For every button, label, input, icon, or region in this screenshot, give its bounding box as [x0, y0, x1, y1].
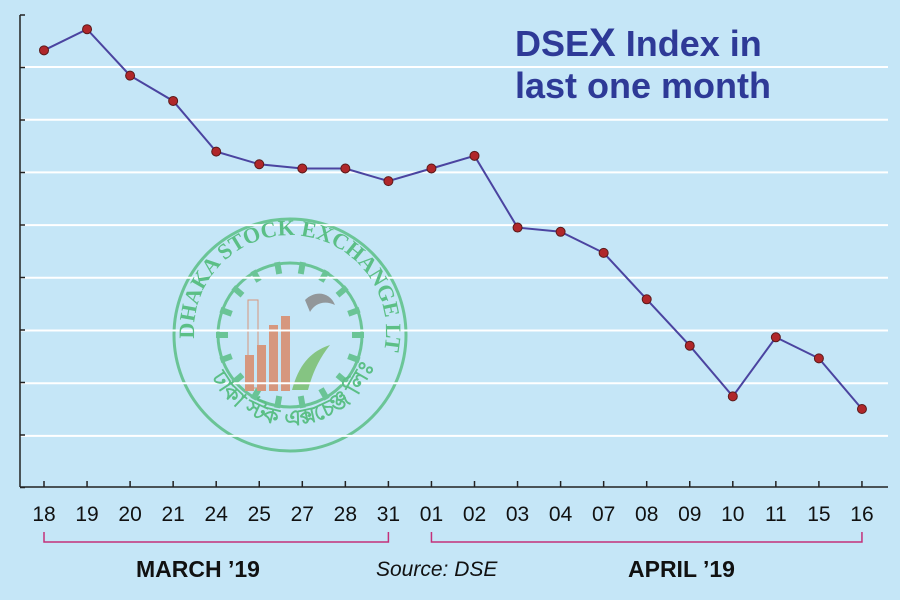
month-bracket — [430, 532, 863, 543]
x-tick-label: 07 — [592, 503, 615, 526]
data-point — [684, 340, 695, 351]
data-point — [469, 150, 480, 161]
data-point — [340, 163, 351, 174]
gear-tooth — [297, 395, 306, 409]
gear-tooth — [231, 372, 245, 385]
grid-lines — [20, 66, 888, 437]
gear-tooth — [231, 285, 245, 298]
x-tick-label: 25 — [248, 503, 271, 526]
gear-tooth — [335, 285, 349, 298]
x-tick-label: 08 — [635, 503, 658, 526]
x-tick-label: 24 — [205, 503, 229, 526]
x-tick-label: 03 — [506, 503, 529, 526]
data-point — [297, 163, 308, 174]
x-tick-label: 18 — [32, 503, 55, 526]
series-line — [43, 27, 863, 410]
data-point — [125, 70, 136, 81]
x-tick-labels: 18 19 20 21 24 25 27 28 31 01 02 03 04 07 08 09 10 11 15 16 — [32, 503, 873, 526]
gear-tooth — [274, 261, 283, 275]
x-tick-label: 31 — [377, 503, 400, 526]
x-tick-label: 27 — [291, 503, 314, 526]
source-label: Source: DSE — [376, 558, 498, 581]
data-point — [168, 95, 179, 106]
logo-bottom-text: ঢাকা স্টক এক্সচেঞ্জ লিঃ — [206, 356, 380, 432]
data-point — [555, 226, 566, 237]
month-brackets — [43, 532, 863, 543]
x-tick-label: 04 — [549, 503, 573, 526]
dse-logo-watermark — [172, 217, 408, 453]
gear-tooth — [219, 306, 233, 317]
title-suffix: Index in — [615, 23, 762, 64]
data-point — [598, 247, 609, 258]
x-tick-label: 01 — [420, 503, 443, 526]
month-label-april: APRIL ’19 — [628, 556, 735, 582]
x-tick-label: 19 — [75, 503, 98, 526]
gear-tooth — [335, 372, 349, 385]
dsex-series — [39, 24, 867, 415]
gear-tooth — [274, 395, 283, 409]
logo-ring-text: DHAKA STOCK EXCHANGE LTD. — [0, 0, 406, 354]
data-point — [727, 391, 738, 402]
x-tick-label: 28 — [334, 503, 357, 526]
title-x: X — [589, 21, 616, 65]
month-label-march: MARCH ’19 — [136, 556, 260, 582]
gear-tooth — [297, 261, 306, 275]
chart-axes — [19, 14, 888, 489]
gear-tooth — [347, 306, 361, 317]
data-point — [770, 332, 781, 343]
month-bracket — [43, 532, 390, 543]
chart-title-line2: last one month — [515, 65, 772, 106]
data-point — [383, 176, 394, 187]
x-tick-label: 15 — [807, 503, 830, 526]
chart-title: DSEX Index in last one month — [515, 22, 771, 107]
data-point — [641, 294, 652, 305]
x-tick-label: 20 — [118, 503, 141, 526]
gear-tooth — [318, 387, 330, 401]
x-tick-label: 11 — [765, 503, 787, 526]
data-point — [82, 24, 93, 35]
x-tick-label: 10 — [721, 503, 744, 526]
x-tick-label: 09 — [678, 503, 701, 526]
gear-tooth — [347, 353, 361, 364]
data-point — [39, 45, 49, 56]
data-point — [426, 163, 437, 174]
gear-tooth — [219, 353, 233, 364]
gear-tooth — [318, 269, 330, 283]
data-point — [254, 159, 265, 170]
x-tick-label: 21 — [161, 503, 184, 526]
data-point — [813, 353, 824, 364]
title-prefix: DSE — [515, 23, 590, 64]
gear-tooth — [250, 269, 262, 283]
x-tick-label: 02 — [463, 503, 486, 526]
data-point — [512, 222, 523, 233]
chart-title-line1: DSEX Index in — [515, 22, 771, 65]
data-point — [856, 404, 867, 415]
data-point — [211, 146, 222, 157]
x-tick-label: 16 — [850, 503, 873, 526]
